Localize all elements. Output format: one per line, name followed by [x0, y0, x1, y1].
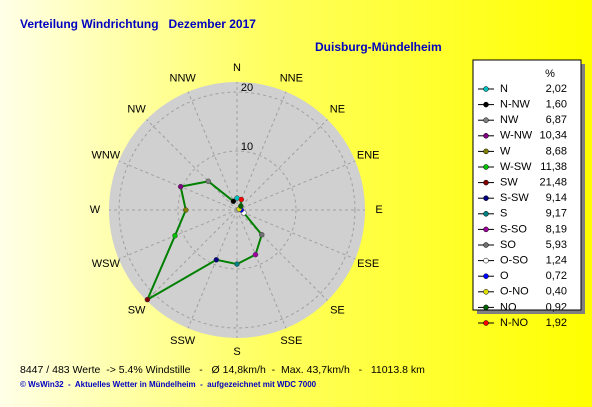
direction-label: NNE [280, 73, 303, 85]
grid-circle [177, 150, 297, 270]
legend-swatch [483, 195, 489, 201]
chart-title: Verteilung Windrichtung Dezember 2017 [20, 17, 256, 31]
legend-value: 8,68 [546, 145, 567, 157]
direction-label: E [375, 204, 382, 216]
data-point [213, 257, 220, 263]
legend-swatch [483, 289, 489, 295]
legend-value: 1,60 [546, 99, 567, 111]
legend-label: O [500, 270, 509, 282]
grid-circle [118, 91, 356, 329]
legend-swatch [483, 117, 489, 123]
data-point [252, 251, 259, 258]
legend-swatch [483, 211, 489, 217]
legend-label: SW [500, 177, 518, 189]
data-point [238, 203, 244, 209]
legend-label: S-SO [500, 223, 527, 235]
legend-value: 21,48 [539, 177, 567, 189]
legend-swatch [483, 86, 489, 92]
direction-label: S [233, 346, 240, 358]
legend-swatch [483, 148, 489, 155]
legend-title: % [545, 68, 555, 80]
data-point [183, 207, 189, 213]
data-point [230, 198, 237, 205]
legend-label: N-NW [500, 99, 531, 111]
legend-label: W [500, 145, 511, 157]
data-point [205, 178, 212, 185]
legend-label: NO [500, 301, 517, 313]
legend [472, 59, 582, 311]
direction-label: NE [330, 103, 345, 115]
direction-label: SSW [170, 335, 196, 347]
data-point [234, 261, 240, 267]
direction-label: NW [127, 103, 146, 115]
legend-swatch [483, 226, 489, 233]
direction-label: ESE [357, 258, 379, 270]
direction-label: N [233, 62, 241, 74]
legend-label: NW [500, 114, 519, 126]
legend-label: W-SW [500, 161, 532, 173]
legend-value: 6,87 [546, 114, 567, 126]
data-point [172, 232, 178, 239]
direction-label: WSW [92, 258, 121, 270]
direction-label: W [90, 204, 101, 216]
chart-subtitle: Duisburg-Mündelheim [315, 40, 442, 54]
legend-value: 1,92 [546, 317, 567, 329]
legend-value: 9,14 [546, 192, 567, 204]
legend-swatch [483, 273, 489, 279]
data-point [144, 296, 151, 303]
legend-label: O-NO [500, 286, 529, 298]
legend-label: SO [500, 239, 516, 251]
legend-swatch [483, 304, 489, 311]
data-point [258, 231, 265, 238]
legend-value: 11,38 [540, 161, 567, 173]
legend-value: 1,24 [546, 255, 567, 267]
legend-swatch [483, 179, 489, 186]
r-tick-label: 20 [241, 82, 253, 94]
direction-label: WNW [91, 150, 120, 162]
legend-label: S-SW [500, 192, 529, 204]
legend-label: N [500, 83, 508, 95]
legend-swatch [483, 257, 489, 264]
legend-label: N-NO [500, 317, 529, 329]
legend-swatch [483, 101, 489, 108]
footer: 8447 / 483 Werte -> 5.4% Windstille - Ø … [20, 364, 425, 376]
direction-label: NNW [170, 73, 197, 85]
legend-swatch [483, 133, 489, 139]
legend-value: 0,92 [546, 301, 567, 313]
legend-value: 10,34 [539, 130, 567, 142]
data-point [177, 183, 184, 190]
legend-swatch [483, 242, 489, 248]
data-point [238, 196, 245, 203]
direction-label: SSE [280, 335, 302, 347]
legend-value: 2,02 [546, 83, 567, 95]
legend-swatch [483, 320, 489, 326]
credit: © WsWin32 - Aktuelles Wetter in Mündelhe… [20, 380, 317, 389]
legend-label: S [500, 208, 507, 220]
legend-value: 5,93 [546, 239, 567, 251]
direction-label: ENE [357, 150, 380, 162]
r-tick-label: 10 [241, 141, 253, 153]
legend-value: 9,17 [546, 208, 567, 220]
legend-value: 8,19 [546, 223, 567, 235]
legend-value: 0,40 [546, 286, 567, 298]
legend-value: 0,72 [546, 270, 567, 282]
direction-label: SE [330, 304, 345, 316]
legend-label: W-NW [500, 130, 533, 142]
legend-swatch [483, 164, 489, 170]
direction-label: SW [128, 304, 146, 316]
legend-label: O-SO [500, 255, 529, 267]
